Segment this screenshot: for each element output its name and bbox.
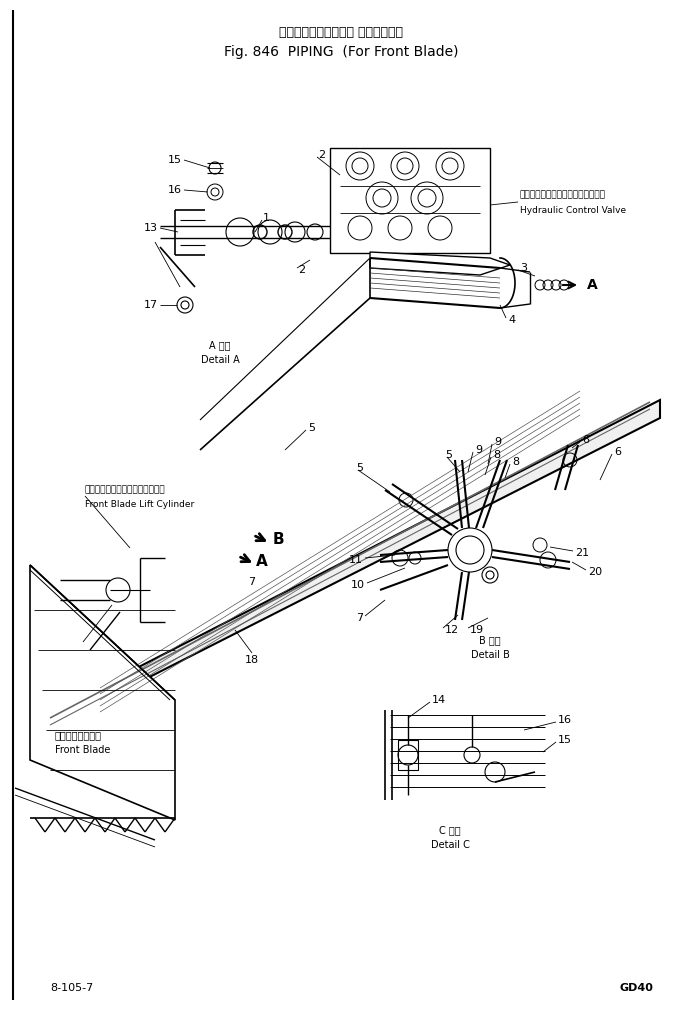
Text: 15: 15 (558, 735, 572, 745)
Text: 5: 5 (308, 423, 315, 433)
Text: Detail C: Detail C (430, 840, 469, 850)
Text: A 詳細: A 詳細 (209, 340, 231, 350)
Text: Detail A: Detail A (201, 355, 239, 365)
Polygon shape (30, 565, 175, 820)
Text: 14: 14 (432, 695, 446, 705)
Text: 2: 2 (318, 150, 325, 160)
Text: 21: 21 (575, 548, 589, 558)
Bar (398, 740, 418, 770)
Text: 8: 8 (493, 450, 500, 460)
Polygon shape (45, 400, 660, 730)
Text: Detail B: Detail B (471, 650, 509, 660)
Text: 20: 20 (588, 567, 602, 577)
Text: 13: 13 (144, 223, 158, 233)
Text: フロントブレード: フロントブレード (55, 730, 102, 740)
Text: 7: 7 (356, 613, 363, 623)
Text: 16: 16 (168, 185, 182, 195)
Text: 7: 7 (248, 577, 255, 587)
Text: 4: 4 (508, 315, 515, 325)
Bar (330, 148, 490, 254)
Text: 15: 15 (168, 155, 182, 165)
Text: Hydraulic Control Valve: Hydraulic Control Valve (520, 206, 626, 215)
Text: 6: 6 (582, 435, 589, 445)
Text: A: A (587, 278, 597, 292)
Text: ハイドロリックコントロールバルブ: ハイドロリックコントロールバルブ (520, 191, 606, 200)
Text: 19: 19 (470, 625, 484, 635)
Text: Front Blade: Front Blade (55, 745, 110, 755)
Text: 9: 9 (475, 445, 482, 455)
Text: 12: 12 (445, 625, 459, 635)
Text: 8: 8 (512, 457, 519, 467)
Text: C 詳細: C 詳細 (439, 825, 461, 835)
Text: B: B (272, 532, 284, 548)
Text: フロントブレードリフトシリンダ: フロントブレードリフトシリンダ (85, 486, 166, 495)
Text: B 詳細: B 詳細 (479, 635, 501, 645)
Text: Front Blade Lift Cylinder: Front Blade Lift Cylinder (85, 500, 194, 508)
Text: Fig. 846  PIPING  (For Front Blade): Fig. 846 PIPING (For Front Blade) (224, 45, 458, 59)
Text: 9: 9 (494, 437, 501, 447)
Text: 10: 10 (351, 580, 365, 590)
Text: 5: 5 (356, 463, 363, 473)
Text: 8-105-7: 8-105-7 (50, 983, 93, 993)
Text: 2: 2 (298, 265, 305, 275)
Text: 6: 6 (614, 447, 621, 457)
Text: パイピング（フロント ブレード用）: パイピング（フロント ブレード用） (279, 25, 403, 39)
Text: GD40: GD40 (620, 983, 654, 993)
Text: 5: 5 (445, 450, 452, 460)
Text: 16: 16 (558, 715, 572, 725)
Text: 11: 11 (349, 555, 363, 565)
Text: 17: 17 (144, 300, 158, 310)
Text: A: A (256, 555, 268, 570)
Text: 1: 1 (263, 213, 270, 223)
Text: 3: 3 (520, 263, 527, 273)
Polygon shape (370, 252, 510, 275)
Text: 18: 18 (245, 655, 259, 665)
